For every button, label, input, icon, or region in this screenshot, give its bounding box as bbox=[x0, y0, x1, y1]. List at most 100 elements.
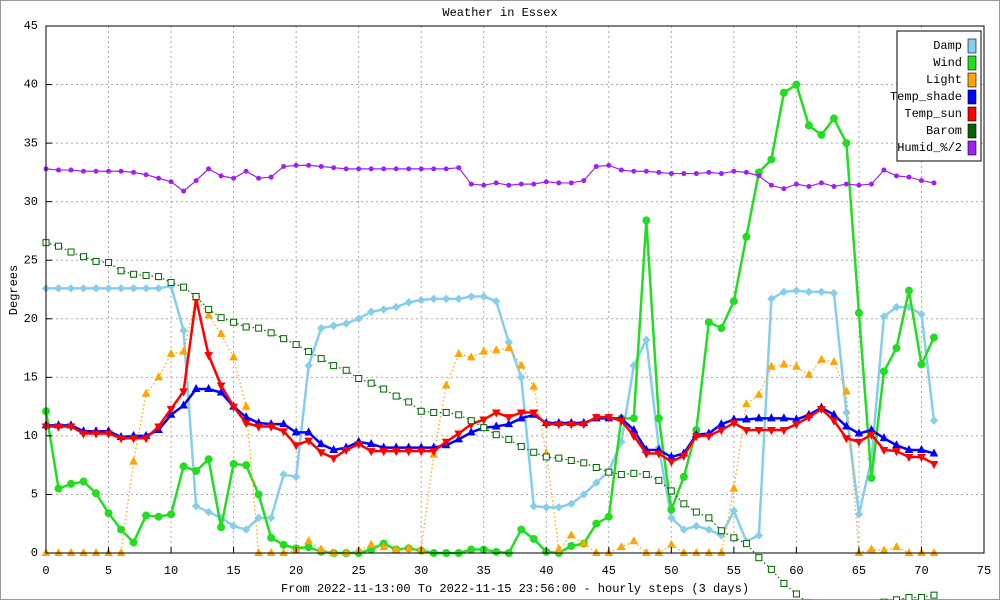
point bbox=[742, 414, 751, 423]
point bbox=[593, 164, 599, 170]
point bbox=[804, 287, 814, 297]
point bbox=[929, 460, 939, 470]
point bbox=[442, 408, 450, 416]
point bbox=[291, 427, 301, 436]
point bbox=[117, 267, 125, 275]
point bbox=[304, 536, 313, 545]
point bbox=[130, 270, 138, 278]
point bbox=[204, 352, 213, 361]
point bbox=[317, 355, 325, 363]
point bbox=[254, 423, 263, 432]
point bbox=[304, 361, 313, 370]
point bbox=[129, 284, 138, 293]
point bbox=[681, 171, 687, 177]
point bbox=[404, 298, 413, 307]
point bbox=[780, 579, 788, 587]
point bbox=[480, 424, 488, 432]
legend-label: Barom bbox=[926, 124, 962, 138]
point bbox=[254, 490, 263, 499]
point bbox=[580, 459, 588, 467]
point bbox=[355, 375, 363, 383]
point bbox=[66, 284, 76, 293]
point bbox=[541, 421, 551, 430]
point bbox=[506, 182, 512, 188]
point bbox=[255, 324, 263, 332]
y-tick-label: 0 bbox=[31, 546, 38, 560]
point bbox=[904, 286, 913, 295]
point bbox=[555, 454, 563, 462]
point bbox=[756, 173, 762, 179]
point bbox=[504, 419, 514, 428]
point bbox=[929, 416, 939, 425]
point bbox=[654, 547, 664, 556]
point bbox=[606, 162, 612, 168]
point bbox=[629, 536, 639, 545]
point bbox=[179, 462, 188, 471]
point bbox=[867, 431, 876, 440]
point bbox=[742, 427, 751, 436]
legend bbox=[896, 30, 982, 162]
point bbox=[129, 435, 138, 444]
point bbox=[92, 257, 100, 265]
y-tick-label: 5 bbox=[31, 488, 38, 502]
point bbox=[743, 169, 749, 175]
point bbox=[731, 168, 737, 174]
point bbox=[416, 295, 426, 305]
point bbox=[292, 341, 300, 349]
point bbox=[904, 547, 914, 556]
point bbox=[618, 167, 624, 173]
point bbox=[904, 453, 914, 463]
legend-swatch bbox=[967, 72, 977, 88]
point bbox=[630, 469, 638, 477]
x-tick-label: 75 bbox=[977, 564, 991, 578]
point bbox=[729, 506, 739, 516]
x-tick-label: 40 bbox=[539, 564, 553, 578]
point bbox=[404, 543, 414, 552]
point bbox=[104, 430, 113, 439]
point bbox=[829, 114, 838, 123]
point bbox=[892, 542, 901, 551]
y-tick-label: 40 bbox=[24, 78, 38, 92]
legend-entries: Damp Wind Light Temp_shade Temp_sun Barom Humi… bbox=[890, 38, 977, 156]
point bbox=[116, 435, 126, 444]
point bbox=[93, 168, 99, 174]
point bbox=[567, 541, 576, 550]
point bbox=[142, 271, 150, 279]
point bbox=[730, 534, 738, 542]
point bbox=[155, 273, 163, 281]
point bbox=[542, 503, 551, 512]
point bbox=[792, 286, 801, 295]
point bbox=[867, 474, 876, 483]
point bbox=[516, 413, 526, 422]
point bbox=[742, 399, 751, 408]
point bbox=[566, 421, 576, 430]
x-tick-label: 70 bbox=[914, 564, 928, 578]
point bbox=[280, 335, 288, 343]
point bbox=[631, 168, 637, 174]
point bbox=[717, 527, 725, 535]
point bbox=[267, 533, 276, 542]
point bbox=[581, 178, 587, 184]
point bbox=[504, 343, 514, 352]
point bbox=[405, 398, 413, 406]
point bbox=[379, 448, 389, 457]
point bbox=[418, 166, 424, 172]
y-tick-label: 30 bbox=[24, 195, 38, 209]
point bbox=[229, 352, 238, 361]
x-tick-label: 50 bbox=[664, 564, 678, 578]
point bbox=[279, 419, 288, 428]
point bbox=[629, 432, 639, 441]
point bbox=[705, 514, 713, 522]
point bbox=[529, 534, 538, 543]
point bbox=[704, 432, 714, 441]
point bbox=[917, 309, 926, 319]
point bbox=[205, 305, 213, 313]
point bbox=[393, 166, 399, 172]
point bbox=[117, 525, 126, 534]
point bbox=[692, 508, 700, 516]
point bbox=[216, 382, 226, 391]
point bbox=[417, 407, 425, 415]
point bbox=[154, 423, 163, 432]
x-tick-label: 30 bbox=[414, 564, 428, 578]
